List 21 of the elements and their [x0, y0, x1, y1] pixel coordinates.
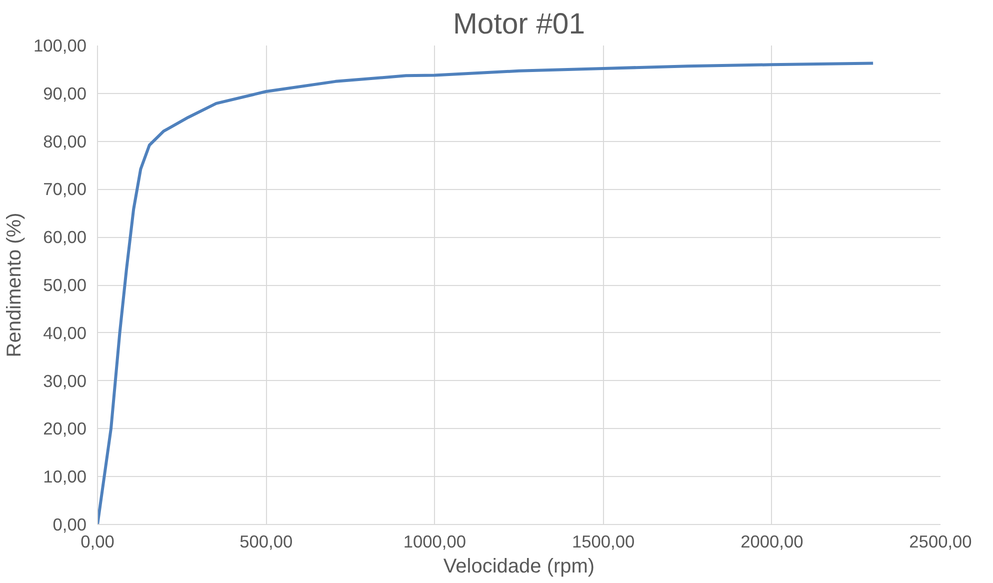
y-axis-title: Rendimento (%) — [4, 212, 26, 358]
y-tick-label: 60,00 — [43, 227, 87, 248]
y-tick-label: 0,00 — [52, 514, 87, 534]
y-tick-label: 70,00 — [43, 179, 87, 200]
x-tick-label: 1500,00 — [572, 532, 635, 552]
line-series — [98, 62, 875, 524]
chart-title: Motor #01 — [452, 8, 586, 40]
y-tick-label: 40,00 — [43, 322, 87, 343]
y-tick-label: 90,00 — [43, 83, 87, 104]
x-tick-label: 2000,00 — [740, 532, 804, 552]
x-tick-label: 500,00 — [240, 532, 293, 552]
x-tick-label: 0,00 — [80, 532, 114, 552]
y-tick-label: 30,00 — [43, 370, 87, 391]
x-tick-label: 1000,00 — [403, 532, 466, 552]
y-tick-label: 50,00 — [43, 275, 87, 295]
y-tick-label: 100,00 — [34, 36, 86, 56]
x-tick-label: 2500,00 — [909, 532, 972, 552]
y-tick-label: 20,00 — [43, 418, 87, 439]
y-tick-label: 10,00 — [43, 466, 87, 487]
x-axis-title: Velocidade (rpm) — [443, 556, 595, 578]
y-tick-label: 80,00 — [43, 131, 87, 152]
